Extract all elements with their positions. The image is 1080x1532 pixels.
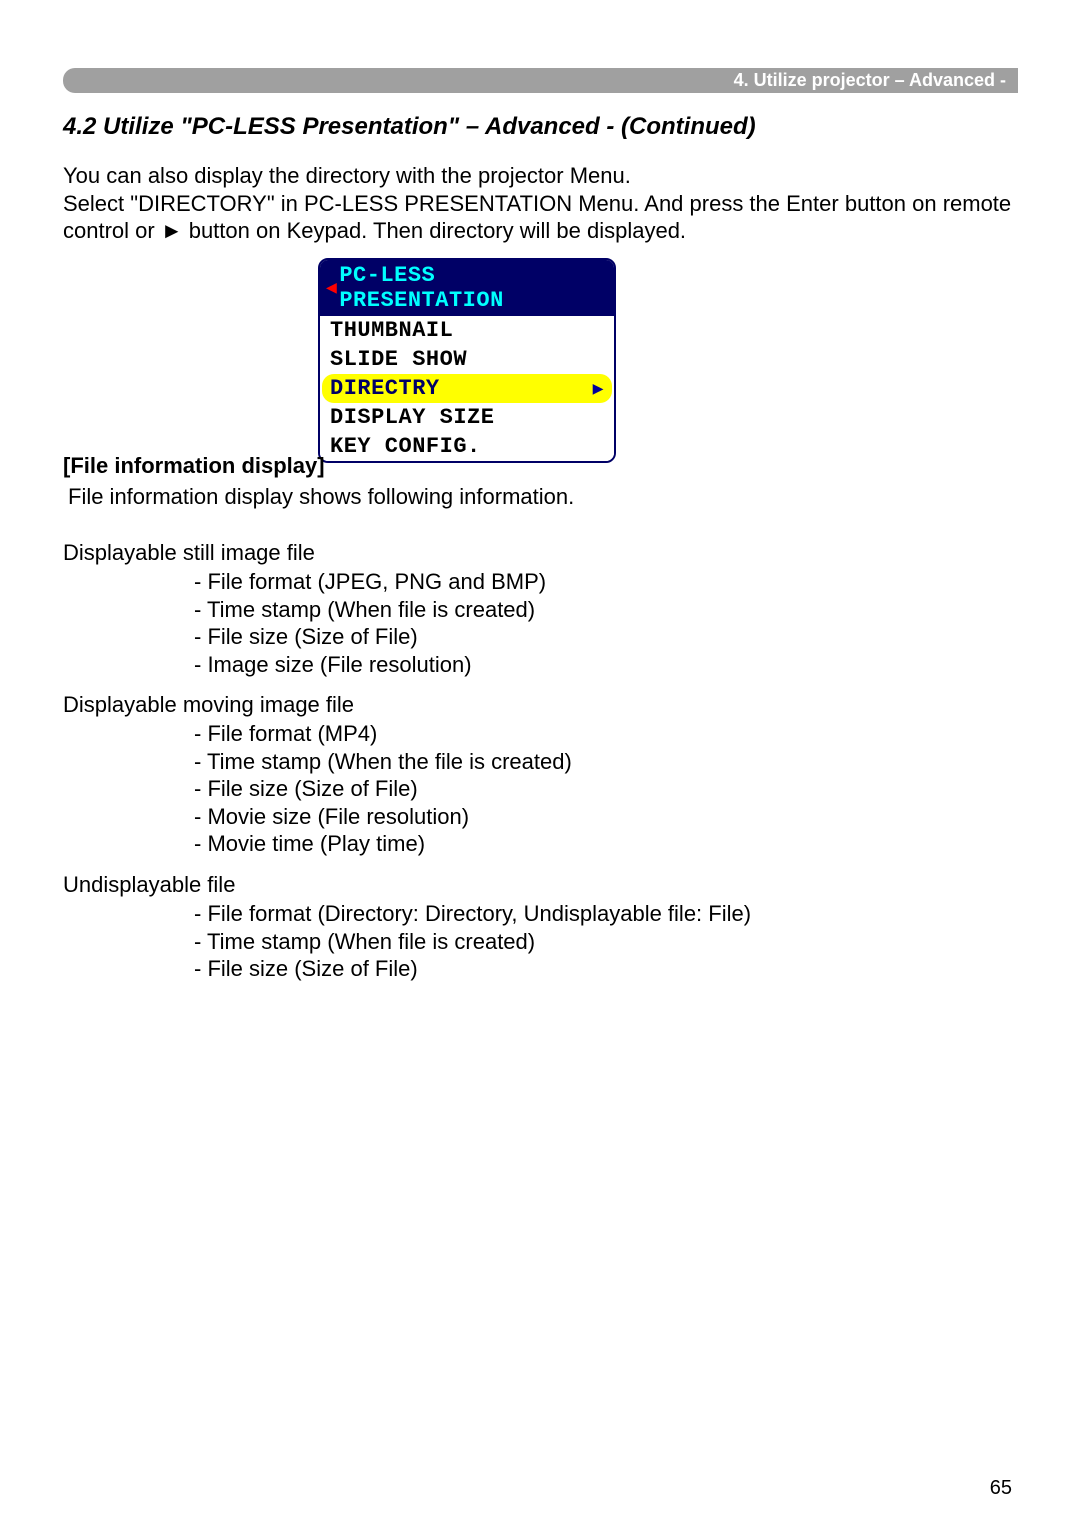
section2-title: Displayable moving image file — [63, 692, 354, 718]
intro-text: You can also display the directory with … — [63, 162, 1018, 245]
file-info-heading: [File information display] — [63, 453, 325, 479]
section2-item: - Time stamp (When the file is created) — [194, 748, 572, 776]
section2-item: - File format (MP4) — [194, 720, 572, 748]
menu-item-slideshow[interactable]: SLIDE SHOW — [320, 345, 614, 374]
section3-item: - File format (Directory: Directory, Und… — [194, 900, 751, 928]
section1-item: - File format (JPEG, PNG and BMP) — [194, 568, 546, 596]
intro-line2: Select "DIRECTORY" in PC-LESS PRESENTATI… — [63, 190, 1018, 245]
header-text: 4. Utilize projector – Advanced - — [734, 70, 1006, 91]
section2-item: - Movie size (File resolution) — [194, 803, 572, 831]
menu-item-directory-label: DIRECTRY — [330, 376, 440, 401]
menu-item-thumbnail[interactable]: THUMBNAIL — [320, 316, 614, 345]
file-info-sub: File information display shows following… — [68, 484, 574, 510]
section3-item: - Time stamp (When file is created) — [194, 928, 751, 956]
intro-line1: You can also display the directory with … — [63, 162, 1018, 190]
header-bar: 4. Utilize projector – Advanced - — [63, 68, 1018, 93]
menu-item-displaysize[interactable]: DISPLAY SIZE — [320, 403, 614, 432]
menu-item-directory[interactable]: DIRECTRY ▶ — [322, 374, 612, 403]
section2-item: - File size (Size of File) — [194, 775, 572, 803]
section1-item: - Image size (File resolution) — [194, 651, 546, 679]
section2-list: - File format (MP4) - Time stamp (When t… — [194, 720, 572, 858]
section1-title: Displayable still image file — [63, 540, 315, 566]
section-title: 4.2 Utilize "PC-LESS Presentation" – Adv… — [63, 113, 756, 141]
section3-list: - File format (Directory: Directory, Und… — [194, 900, 751, 983]
page-number: 65 — [990, 1477, 1012, 1500]
pc-less-menu: ◀ PC-LESS PRESENTATION THUMBNAIL SLIDE S… — [318, 258, 616, 463]
section3-item: - File size (Size of File) — [194, 955, 751, 983]
section1-item: - Time stamp (When file is created) — [194, 596, 546, 624]
section2-item: - Movie time (Play time) — [194, 830, 572, 858]
arrow-right-icon: ▶ — [593, 378, 604, 400]
section1-list: - File format (JPEG, PNG and BMP) - Time… — [194, 568, 546, 678]
arrow-left-icon: ◀ — [326, 277, 337, 299]
menu-title-text: PC-LESS PRESENTATION — [339, 263, 608, 313]
menu-title-row: ◀ PC-LESS PRESENTATION — [320, 260, 614, 316]
menu-item-keyconfig[interactable]: KEY CONFIG. — [320, 432, 614, 461]
section1-item: - File size (Size of File) — [194, 623, 546, 651]
section3-title: Undisplayable file — [63, 872, 235, 898]
